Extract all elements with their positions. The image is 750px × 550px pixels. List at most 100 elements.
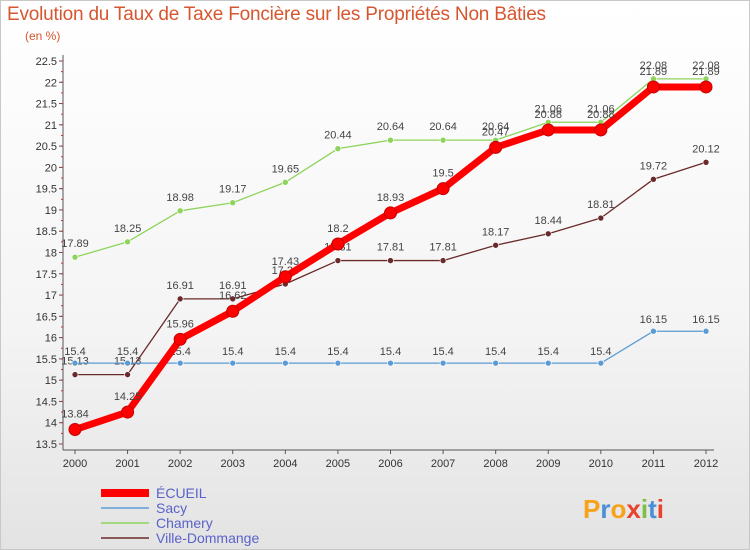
data-label: 19.17 — [219, 184, 247, 196]
data-point — [597, 214, 605, 222]
data-point — [124, 359, 131, 367]
x-tick-label: 2012 — [694, 458, 718, 470]
data-label: 20.64 — [377, 121, 405, 133]
data-point — [124, 238, 131, 246]
x-tick-label: 2010 — [589, 458, 613, 470]
data-point — [226, 304, 240, 318]
data-label: 15.4 — [117, 346, 138, 358]
data-label: 21.89 — [692, 66, 720, 78]
x-tick-label: 2001 — [115, 458, 139, 470]
x-tick-label: 2005 — [326, 458, 350, 470]
data-point — [229, 295, 237, 303]
data-point — [282, 178, 289, 186]
data-label: 15.4 — [64, 346, 85, 358]
x-tick-label: 2007 — [431, 458, 455, 470]
data-label: 19.65 — [272, 163, 300, 175]
data-label: 16.91 — [166, 280, 194, 292]
data-point — [646, 80, 660, 94]
x-tick-label: 2003 — [221, 458, 245, 470]
data-label: 21.89 — [640, 66, 668, 78]
data-label: 15.4 — [485, 346, 506, 358]
data-point — [176, 359, 184, 367]
data-label: 18.44 — [534, 215, 562, 227]
data-label: 15.4 — [222, 346, 243, 358]
data-label: 20.64 — [482, 121, 510, 133]
legend-label: ÉCUEIL — [156, 485, 207, 501]
data-label: 15.4 — [275, 346, 296, 358]
data-point — [594, 123, 608, 137]
data-label: 21.06 — [587, 103, 615, 115]
y-tick-label: 20 — [45, 162, 57, 174]
data-label: 16.15 — [640, 314, 668, 326]
series-chamery: 17.89 18.25 18.98 19.17 19.65 20.44 20.64 20.64… — [61, 60, 720, 261]
data-label: 22.08 — [640, 60, 668, 72]
y-tick-label: 17 — [45, 290, 57, 302]
data-point — [121, 405, 135, 419]
y-tick-label: 14 — [45, 418, 57, 430]
data-point — [71, 359, 79, 367]
data-label: 18.93 — [377, 192, 405, 204]
data-label: 17.81 — [429, 242, 457, 254]
y-tick-label: 21.5 — [36, 99, 57, 111]
y-tick-label: 19 — [45, 205, 57, 217]
data-point — [331, 237, 345, 251]
data-point — [334, 257, 342, 264]
data-label: 20.88 — [587, 109, 615, 121]
data-point — [387, 359, 394, 367]
data-point — [384, 206, 397, 220]
data-label: 17.43 — [272, 256, 300, 268]
y-tick-label: 19.5 — [36, 184, 57, 196]
data-point — [699, 80, 713, 94]
y-tick-label: 22 — [45, 77, 57, 89]
data-label: 16.62 — [219, 290, 247, 302]
data-label: 14.25 — [114, 391, 142, 403]
chart-title: Evolution du Taux de Taxe Foncière sur l… — [7, 4, 546, 25]
data-label: 18.98 — [166, 192, 194, 204]
data-point — [489, 140, 503, 154]
data-point — [278, 270, 292, 284]
y-tick-label: 17.5 — [36, 269, 57, 281]
data-label: 15.4 — [590, 346, 611, 358]
data-point — [650, 176, 657, 183]
unit-label: (en %) — [25, 29, 61, 43]
data-label: 15.4 — [432, 346, 453, 358]
data-label: 20.12 — [692, 143, 720, 155]
data-label: 22.08 — [692, 60, 720, 72]
x-tick-label: 2002 — [168, 458, 192, 470]
data-point — [387, 257, 394, 264]
data-label: 20.47 — [482, 126, 510, 138]
series-sacy: 15.4 15.4 15.4 15.4 15.4 15.4 15.4 15.4 15.4 15.4… — [64, 314, 720, 367]
data-point — [439, 359, 447, 367]
y-tick-label: 18 — [45, 248, 57, 260]
data-label: 19.5 — [432, 168, 453, 180]
data-point — [176, 295, 184, 303]
data-point — [229, 199, 237, 207]
data-point — [176, 207, 184, 215]
data-point — [702, 327, 710, 335]
data-point — [541, 123, 555, 137]
data-label: 15.4 — [538, 346, 559, 358]
data-point — [544, 230, 552, 238]
data-label: 18.81 — [587, 199, 615, 211]
data-point — [334, 359, 342, 367]
y-tick-label: 18.5 — [36, 226, 57, 238]
data-point — [68, 423, 82, 437]
data-label: 18.17 — [482, 226, 510, 238]
data-label: 17.89 — [61, 238, 89, 250]
data-label: 16.91 — [219, 280, 247, 292]
data-point — [544, 359, 552, 367]
data-label: 20.64 — [429, 121, 457, 133]
data-label: 16.15 — [692, 314, 720, 326]
data-label: 18.2 — [327, 223, 348, 235]
y-tick-label: 21 — [45, 120, 57, 132]
x-tick-label: 2006 — [378, 458, 402, 470]
data-label: 19.72 — [640, 160, 668, 172]
data-point — [597, 359, 605, 367]
y-tick-label: 22.5 — [36, 56, 57, 68]
x-tick-label: 2000 — [63, 458, 87, 470]
data-label: 20.88 — [534, 109, 562, 121]
data-point — [650, 327, 657, 335]
data-point — [439, 136, 447, 144]
data-point — [492, 359, 499, 367]
data-point — [173, 332, 187, 346]
